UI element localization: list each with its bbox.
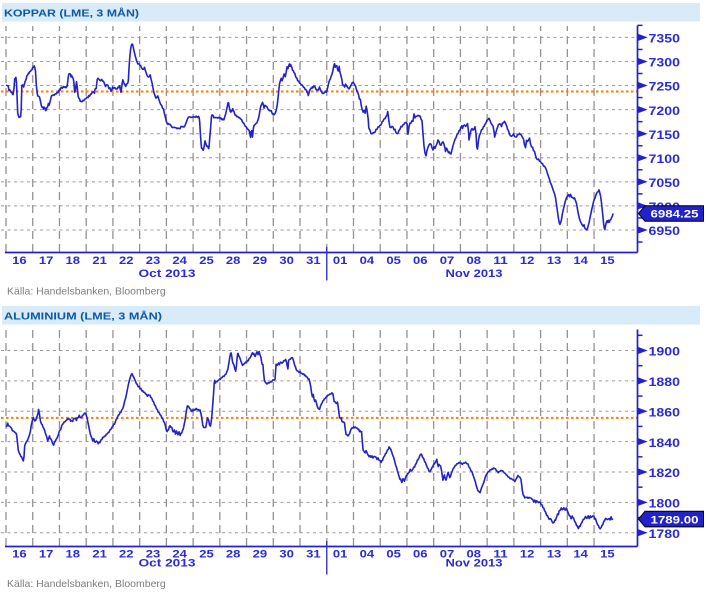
svg-text:1840: 1840: [649, 438, 681, 450]
svg-text:07: 07: [440, 549, 455, 561]
svg-text:Källa: Handelsbanken, Bloomber: Källa: Handelsbanken, Bloomberg: [7, 286, 166, 298]
svg-text:11: 11: [493, 549, 508, 561]
svg-text:7050: 7050: [649, 178, 681, 190]
svg-text:7200: 7200: [649, 106, 681, 118]
svg-text:7100: 7100: [649, 154, 681, 166]
svg-text:24: 24: [172, 549, 188, 561]
svg-text:31: 31: [306, 549, 321, 561]
svg-text:04: 04: [360, 255, 376, 267]
svg-text:Källa: Handelsbanken, Bloomber: Källa: Handelsbanken, Bloomberg: [7, 578, 166, 590]
svg-text:23: 23: [146, 255, 161, 267]
svg-text:05: 05: [386, 549, 401, 561]
svg-text:11: 11: [493, 255, 508, 267]
svg-text:Oct 2013: Oct 2013: [139, 558, 196, 570]
svg-text:24: 24: [172, 255, 188, 267]
svg-text:29: 29: [253, 549, 268, 561]
svg-text:7350: 7350: [649, 34, 681, 46]
svg-text:15: 15: [600, 255, 615, 267]
svg-text:30: 30: [279, 549, 294, 561]
svg-text:18: 18: [66, 549, 81, 561]
svg-text:12: 12: [520, 549, 535, 561]
svg-text:08: 08: [467, 549, 482, 561]
svg-text:Nov 2013: Nov 2013: [446, 558, 503, 570]
svg-text:1900: 1900: [649, 347, 681, 359]
svg-text:22: 22: [119, 255, 134, 267]
svg-text:07: 07: [440, 255, 455, 267]
svg-text:18: 18: [66, 255, 81, 267]
svg-text:16: 16: [12, 255, 27, 267]
svg-text:13: 13: [547, 255, 562, 267]
svg-text:06: 06: [413, 255, 428, 267]
svg-text:28: 28: [226, 549, 241, 561]
svg-text:ALUMINIUM (LME, 3 MÅN): ALUMINIUM (LME, 3 MÅN): [4, 310, 162, 323]
svg-text:13: 13: [547, 549, 562, 561]
svg-text:22: 22: [119, 549, 134, 561]
svg-text:04: 04: [360, 549, 376, 561]
svg-text:25: 25: [199, 549, 214, 561]
svg-text:Oct 2013: Oct 2013: [139, 268, 196, 280]
svg-text:1780: 1780: [649, 529, 681, 541]
svg-text:1880: 1880: [649, 377, 681, 389]
svg-text:15: 15: [600, 549, 615, 561]
svg-text:06: 06: [413, 549, 428, 561]
svg-text:7300: 7300: [649, 58, 681, 70]
svg-text:28: 28: [226, 255, 241, 267]
svg-text:14: 14: [573, 255, 589, 267]
svg-text:21: 21: [92, 255, 107, 267]
svg-text:08: 08: [467, 255, 482, 267]
svg-text:25: 25: [199, 255, 214, 267]
svg-text:21: 21: [92, 549, 107, 561]
svg-text:1800: 1800: [649, 499, 681, 511]
svg-text:17: 17: [39, 255, 54, 267]
svg-text:1860: 1860: [649, 407, 681, 419]
svg-text:31: 31: [306, 255, 321, 267]
svg-text:6950: 6950: [649, 226, 681, 238]
svg-text:01: 01: [333, 255, 348, 267]
svg-text:1820: 1820: [649, 468, 681, 480]
svg-text:05: 05: [386, 255, 401, 267]
svg-text:16: 16: [12, 549, 27, 561]
svg-text:7150: 7150: [649, 130, 681, 142]
svg-text:17: 17: [39, 549, 54, 561]
svg-text:12: 12: [520, 255, 535, 267]
svg-text:23: 23: [146, 549, 161, 561]
svg-text:6984.25: 6984.25: [651, 209, 699, 221]
svg-text:1789.00: 1789.00: [651, 514, 699, 526]
svg-text:KOPPAR (LME, 3 MÅN): KOPPAR (LME, 3 MÅN): [4, 7, 139, 20]
svg-text:01: 01: [333, 549, 348, 561]
svg-text:14: 14: [573, 549, 589, 561]
svg-text:29: 29: [253, 255, 268, 267]
svg-text:Nov 2013: Nov 2013: [446, 268, 503, 280]
svg-text:30: 30: [279, 255, 294, 267]
svg-text:7250: 7250: [649, 82, 681, 94]
